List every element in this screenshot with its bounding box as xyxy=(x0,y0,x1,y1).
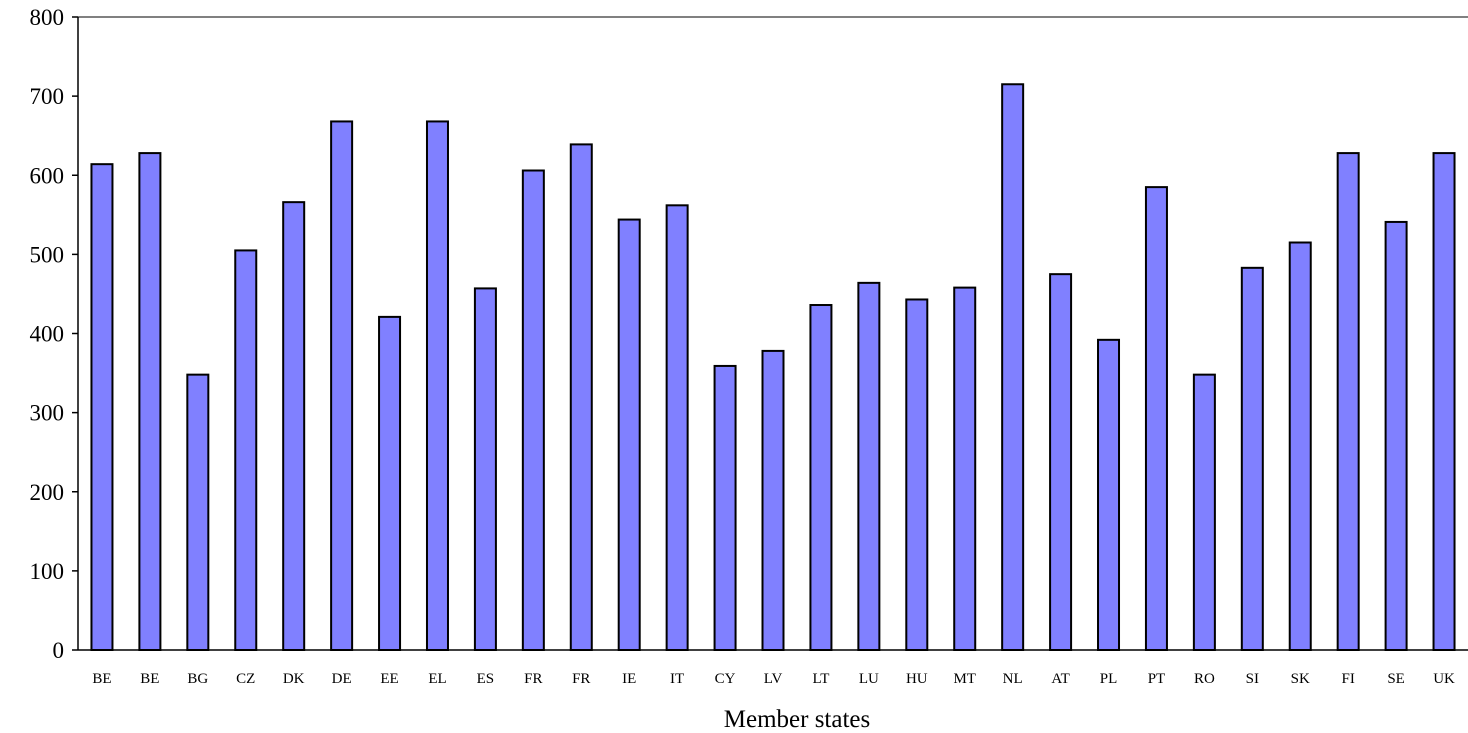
x-tick-label: LU xyxy=(859,671,879,687)
bar-fr-9 xyxy=(521,169,545,651)
x-tick-label: BE xyxy=(92,671,111,687)
x-tick-label: CZ xyxy=(236,671,255,687)
y-tick-label: 500 xyxy=(30,242,65,267)
x-tick-label: EL xyxy=(428,671,446,687)
x-tick-label: NL xyxy=(1003,671,1023,687)
bar-el-7 xyxy=(425,120,449,651)
bar-ie-11 xyxy=(617,218,641,651)
x-tick-label: EE xyxy=(380,671,398,687)
x-tick-label: IT xyxy=(670,671,684,687)
bar-nl-19 xyxy=(1001,83,1025,652)
y-tick-label: 200 xyxy=(30,480,65,505)
bar-uk-28 xyxy=(1432,152,1456,651)
bar-lt-15 xyxy=(809,304,833,651)
bar-de-5 xyxy=(330,120,354,651)
x-tick-label: SE xyxy=(1387,671,1405,687)
bar-lu-16 xyxy=(857,281,881,651)
x-tick-label: HU xyxy=(906,671,928,687)
x-tick-label: PL xyxy=(1100,671,1118,687)
x-tick-label: SI xyxy=(1246,671,1259,687)
x-tick-label: BG xyxy=(187,671,208,687)
x-axis-label: Member states xyxy=(724,706,870,733)
bar-hu-17 xyxy=(905,298,929,651)
y-tick-label: 600 xyxy=(30,163,65,188)
bar-be-1 xyxy=(138,152,162,651)
bar-ee-6 xyxy=(378,315,402,651)
y-tick-label: 100 xyxy=(30,559,65,584)
x-tick-labels: BE BE BG CZ DK DE EE EL ES FR FR IE IT CY LV LT LU HU MT NL… xyxy=(92,671,1455,687)
bar-si-24 xyxy=(1240,266,1264,651)
bar-es-8 xyxy=(473,287,497,651)
bar-pt-22 xyxy=(1144,186,1168,651)
x-tick-label: LV xyxy=(764,671,783,687)
x-tick-label: SK xyxy=(1291,671,1310,687)
bar-fr-10 xyxy=(569,143,593,652)
x-tick-label: ES xyxy=(477,671,495,687)
x-tick-label: RO xyxy=(1194,671,1215,687)
bar-pl-21 xyxy=(1097,338,1121,651)
x-tick-label: FR xyxy=(572,671,590,687)
bar-mt-18 xyxy=(953,286,977,651)
x-tick-label: MT xyxy=(953,671,976,687)
y-tick-label: 700 xyxy=(30,84,65,109)
x-tick-label: FR xyxy=(524,671,542,687)
bar-at-20 xyxy=(1049,273,1073,651)
bar-cy-13 xyxy=(713,364,737,651)
bar-sk-25 xyxy=(1288,241,1312,651)
bar-dk-4 xyxy=(282,201,306,651)
y-tick-label: 800 xyxy=(30,5,65,30)
x-tick-label: FI xyxy=(1342,671,1355,687)
x-tick-label: BE xyxy=(140,671,159,687)
bar-cz-3 xyxy=(234,249,258,651)
bar-it-12 xyxy=(665,204,689,651)
x-tick-label: PT xyxy=(1148,671,1166,687)
bars xyxy=(90,83,1456,652)
x-tick-label: CY xyxy=(715,671,736,687)
y-tick-label: 300 xyxy=(30,401,65,426)
bar-se-27 xyxy=(1384,220,1408,651)
x-tick-label: LT xyxy=(812,671,829,687)
x-tick-label: AT xyxy=(1051,671,1069,687)
y-tick-label: 400 xyxy=(30,322,65,347)
y-tick-label: 0 xyxy=(53,638,65,663)
bar-ro-23 xyxy=(1192,373,1216,651)
x-tick-label: DE xyxy=(332,671,352,687)
bar-fi-26 xyxy=(1336,152,1360,651)
x-tick-label: UK xyxy=(1433,671,1455,687)
bar-lv-14 xyxy=(761,349,785,651)
x-tick-label: DK xyxy=(283,671,305,687)
x-tick-label: IE xyxy=(622,671,636,687)
y-ticks: 0 100 200 300 400 500 600 700 800 xyxy=(30,5,78,663)
bar-be-0 xyxy=(90,163,114,652)
bar-bg-2 xyxy=(186,373,210,651)
